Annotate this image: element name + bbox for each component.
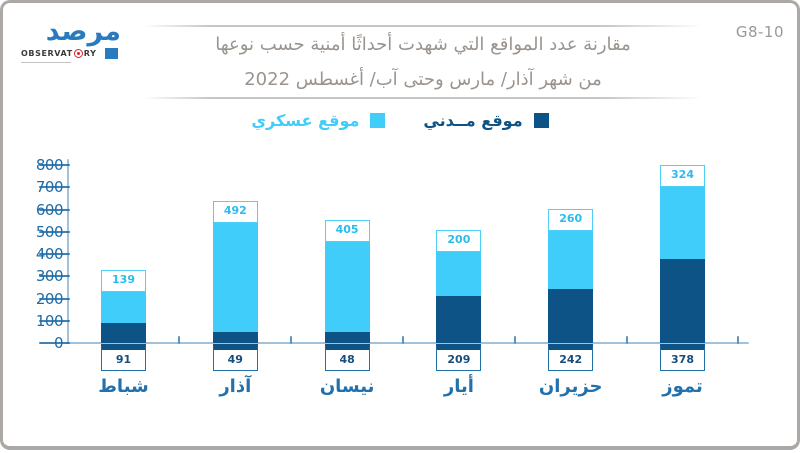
- y-tick-mark: [39, 297, 70, 300]
- chart-title-line-2: من شهر آذار/ مارس وحتى آب/ أغسطس 2022: [244, 69, 602, 90]
- legend-label-civilian: موقع مــدني: [423, 111, 523, 130]
- military-value-label: 324: [660, 164, 705, 187]
- title-divider-top: [143, 25, 703, 27]
- x-axis-category-label: تموز: [662, 376, 703, 397]
- bar-segment-military: [436, 251, 482, 297]
- y-tick-mark: [39, 342, 70, 344]
- x-axis-tick-mark: [737, 336, 740, 344]
- bar-segment-civilian: [101, 322, 146, 343]
- y-tick-mark: [39, 275, 70, 278]
- logo-latin-wordmark: OBSERVAT RY: [21, 49, 96, 58]
- x-axis-category-label: أيار: [443, 376, 474, 397]
- military-value-label: 260: [548, 209, 594, 232]
- legend-item-military: موقع عسكري: [251, 111, 386, 130]
- x-axis-tick-mark: [513, 336, 516, 344]
- bar-segment-military: [660, 186, 705, 259]
- bar-segment-military: [101, 291, 146, 323]
- y-tick-mark: [39, 319, 70, 322]
- y-tick-mark: [39, 230, 70, 233]
- logo-target-dot: [76, 52, 80, 55]
- y-tick-mark: [39, 208, 70, 211]
- civilian-value-label: 209: [436, 344, 482, 371]
- x-axis-tick-mark: [402, 336, 404, 344]
- military-value-label: 139: [101, 269, 146, 292]
- logo-latin-right: RY: [83, 49, 97, 58]
- y-tick-mark: [39, 186, 70, 189]
- bar-segment-civilian: [324, 332, 370, 343]
- legend-swatch-civilian: [533, 113, 549, 128]
- civilian-value-label: 242: [548, 344, 594, 371]
- logo-arabic-wordmark: مرصد: [45, 16, 122, 47]
- bar-segment-civilian: [548, 289, 594, 343]
- x-axis-tick-mark: [290, 336, 293, 344]
- civilian-value-label: 91: [101, 344, 146, 371]
- title-divider-bottom: [143, 97, 703, 99]
- logo-target-icon: [73, 49, 83, 58]
- logo-badge-icon: [105, 48, 119, 59]
- x-axis-tick-mark: [178, 336, 181, 344]
- observatory-logo: مرصد OBSERVAT RY: [21, 16, 122, 63]
- civilian-value-label: 378: [660, 344, 705, 371]
- bar-segment-civilian: [436, 296, 482, 343]
- chart-title-block: مقارنة عدد المواقع التي شهدت أحداثًا أمن…: [143, 25, 703, 99]
- stacked-bar-chart: 010020030040050060070080013991شباط49249آ…: [3, 3, 800, 453]
- chart-title-line-1: مقارنة عدد المواقع التي شهدت أحداثًا أمن…: [215, 34, 631, 55]
- civilian-value-label: 48: [324, 344, 370, 371]
- chart-legend: موقع مــدني موقع عسكري: [3, 111, 797, 130]
- y-tick-mark: [39, 253, 70, 255]
- x-axis-category-label: نيسان: [319, 376, 375, 397]
- x-axis-line: [66, 341, 749, 344]
- y-axis-line: [66, 159, 69, 344]
- x-axis-category-label: حزيران: [538, 376, 603, 397]
- x-axis-tick-mark: [625, 336, 628, 344]
- figure-reference-code: G8-10: [735, 23, 784, 41]
- bar-segment-military: [324, 242, 370, 333]
- x-axis-category-label: شباط: [98, 376, 149, 397]
- legend-item-civilian: موقع مــدني: [423, 111, 549, 130]
- civilian-value-label: 49: [212, 344, 258, 371]
- bar-segment-civilian: [660, 258, 705, 343]
- military-value-label: 405: [324, 220, 370, 243]
- bar-segment-civilian: [212, 332, 258, 343]
- military-value-label: 492: [212, 200, 258, 223]
- bar-segment-military: [548, 231, 594, 290]
- y-tick-mark: [39, 164, 70, 166]
- logo-latin-left: OBSERVAT: [21, 49, 73, 58]
- legend-label-military: موقع عسكري: [251, 111, 360, 130]
- logo-latin-row: OBSERVAT RY: [21, 48, 121, 59]
- logo-underline: [21, 62, 71, 63]
- x-axis-category-label: آذار: [219, 376, 252, 397]
- legend-swatch-military: [370, 113, 386, 128]
- military-value-label: 200: [436, 229, 482, 252]
- bar-segment-military: [212, 222, 258, 333]
